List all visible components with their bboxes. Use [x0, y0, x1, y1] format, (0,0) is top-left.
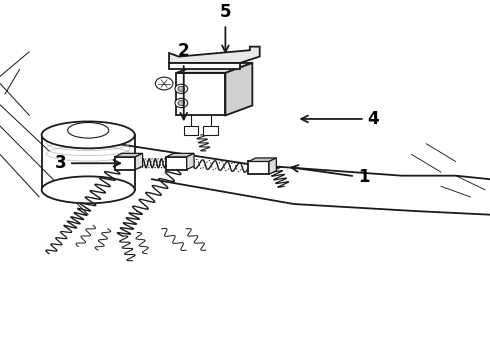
Circle shape — [178, 100, 185, 105]
Polygon shape — [169, 47, 260, 63]
Polygon shape — [176, 63, 252, 73]
Polygon shape — [166, 153, 194, 157]
Polygon shape — [184, 126, 198, 135]
Ellipse shape — [68, 122, 109, 138]
Polygon shape — [225, 63, 252, 116]
Circle shape — [178, 86, 185, 91]
Polygon shape — [187, 153, 194, 170]
Circle shape — [175, 98, 188, 108]
Polygon shape — [248, 158, 276, 162]
Polygon shape — [269, 158, 276, 174]
Text: 5: 5 — [220, 4, 231, 52]
Polygon shape — [248, 162, 269, 174]
Ellipse shape — [42, 121, 135, 148]
Polygon shape — [135, 153, 143, 170]
Polygon shape — [203, 126, 218, 135]
Circle shape — [155, 77, 173, 90]
Text: 3: 3 — [54, 154, 120, 172]
Polygon shape — [169, 63, 240, 69]
Text: 2: 2 — [178, 42, 190, 120]
Text: 1: 1 — [292, 165, 369, 186]
Circle shape — [175, 84, 188, 94]
Text: 4: 4 — [301, 110, 379, 128]
Polygon shape — [115, 153, 143, 157]
Ellipse shape — [42, 176, 135, 203]
Polygon shape — [176, 73, 225, 116]
Polygon shape — [166, 157, 187, 170]
Polygon shape — [115, 157, 135, 170]
